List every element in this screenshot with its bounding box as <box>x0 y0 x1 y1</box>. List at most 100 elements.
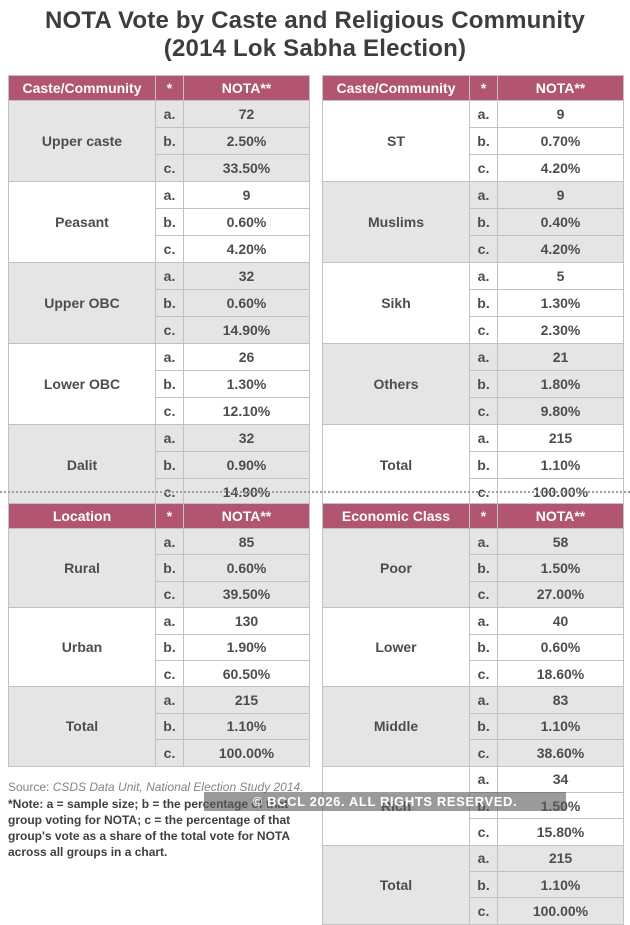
column-header-0: Caste/Community <box>322 75 470 101</box>
value-cell: 2.50% <box>183 127 310 155</box>
row-letter-cell: a. <box>155 424 184 452</box>
title-line-2: (2014 Lok Sabha Election) <box>163 35 467 62</box>
value-cell: 85 <box>183 527 310 556</box>
table-location: Location * NOTA** Rural a. 85 b. 0.60% c. 39.50% U… <box>8 503 310 767</box>
group-label-cell: Muslims <box>322 181 470 263</box>
value-cell: 0.70% <box>497 127 624 155</box>
table-row: b. 0.60% <box>323 633 624 661</box>
row-letter-cell: c. <box>155 580 184 609</box>
value-cell: 18.60% <box>497 659 624 688</box>
table-caste-community-right: Caste/Community * NOTA** ST a. 9 b. 0.70% c. 4.20… <box>322 75 624 506</box>
row-letter-cell: a. <box>155 686 184 714</box>
table-row: b. 1.10% <box>323 871 624 899</box>
group-label-cell: Middle <box>322 686 470 767</box>
table-row: Poor a. 58 <box>322 527 624 609</box>
table-row: c. 27.00% <box>323 580 624 609</box>
table-row: Dalit a. 32 <box>8 424 310 506</box>
page-title: NOTA Vote by Caste and Religious Communi… <box>0 7 630 63</box>
table-row: Total a. 215 <box>8 686 310 767</box>
value-cell: 1.30% <box>183 370 310 398</box>
group-label-cell: Poor <box>322 527 470 609</box>
table-row: c. 38.60% <box>323 739 624 767</box>
value-cell: 38.60% <box>497 739 624 767</box>
table-row: b. 1.10% <box>323 451 624 479</box>
row-letter-cell: b. <box>469 871 498 899</box>
value-cell: 12.10% <box>183 397 310 425</box>
row-letter-cell: c. <box>469 739 498 767</box>
watermark-text: © BCCL 2026. ALL RIGHTS RESERVED. <box>252 794 518 809</box>
table-row: c. 12.10% <box>9 397 310 425</box>
value-cell: 4.20% <box>497 154 624 182</box>
row-letter-cell: a. <box>469 181 498 209</box>
value-cell: 100.00% <box>183 739 310 767</box>
column-header-2: NOTA** <box>183 503 310 529</box>
table-row: Sikh a. 5 <box>322 262 624 344</box>
row-letter-cell: b. <box>155 633 184 661</box>
table-row: b. 0.40% <box>323 208 624 236</box>
row-letter-cell: a. <box>469 424 498 452</box>
table-row: Peasant a. 9 <box>8 181 310 263</box>
group-label-cell: Total <box>322 424 470 506</box>
table-row: Lower a. 40 <box>322 607 624 688</box>
row-letter-cell: a. <box>155 527 184 556</box>
row-letter-cell: b. <box>155 451 184 479</box>
row-letter-cell: c. <box>469 659 498 688</box>
row-letter-cell: a. <box>155 262 184 290</box>
value-cell: 1.90% <box>183 633 310 661</box>
row-letter-cell: a. <box>469 607 498 635</box>
group-label-cell: Upper OBC <box>8 262 156 344</box>
value-cell: 215 <box>497 424 624 452</box>
table-row: c. 14.90% <box>9 316 310 344</box>
row-letter-cell: b. <box>155 127 184 155</box>
row-letter-cell: b. <box>469 633 498 661</box>
table-row: c. 60.50% <box>9 659 310 688</box>
row-letter-cell: b. <box>469 127 498 155</box>
value-cell: 9.80% <box>497 397 624 425</box>
table-row: Richa.34 <box>322 765 624 846</box>
value-cell: 0.40% <box>497 208 624 236</box>
table-row: c. 9.80% <box>323 397 624 425</box>
table-economic-class: Economic Class * NOTA** Poor a. 58 b. 1.50% c. 27… <box>322 503 624 925</box>
value-cell: 34 <box>497 765 624 793</box>
value-cell: 58 <box>497 527 624 556</box>
value-cell: 215 <box>183 686 310 714</box>
value-cell: 2.30% <box>497 316 624 344</box>
value-cell: 15.80% <box>497 818 624 846</box>
row-letter-cell: c. <box>155 659 184 688</box>
group-label-cell: Sikh <box>322 262 470 344</box>
group-label-cell: Others <box>322 343 470 425</box>
value-cell: 1.10% <box>497 871 624 899</box>
value-cell: 100.00% <box>497 897 624 925</box>
group-label-cell: Total <box>8 686 156 767</box>
value-cell: 9 <box>183 181 310 209</box>
value-cell: 1.10% <box>497 712 624 741</box>
group-label-cell: Urban <box>8 607 156 688</box>
row-letter-cell: a. <box>469 686 498 714</box>
table-row: c. 4.20% <box>323 154 624 182</box>
table-row: Urban a. 130 <box>8 607 310 688</box>
group-label-cell: Total <box>322 844 470 925</box>
value-cell: 0.60% <box>183 208 310 236</box>
title-line-1: NOTA Vote by Caste and Religious Communi… <box>44 7 585 34</box>
group-label-cell: Lower OBC <box>8 343 156 425</box>
table-row: b. 1.10% <box>9 712 310 741</box>
table-row: c. 4.20% <box>323 235 624 263</box>
value-cell: 130 <box>183 607 310 635</box>
value-cell: 32 <box>183 424 310 452</box>
watermark-bar: © BCCL 2026. ALL RIGHTS RESERVED. <box>204 792 566 811</box>
row-letter-cell: b. <box>155 289 184 317</box>
value-cell: 5 <box>497 262 624 290</box>
row-letter-cell: c. <box>469 235 498 263</box>
value-cell: 26 <box>183 343 310 371</box>
table-row: b. 0.60% <box>9 554 310 582</box>
source-text: CSDS Data Unit, National Election Study … <box>52 780 304 794</box>
row-letter-cell: a. <box>155 181 184 209</box>
row-letter-cell: c. <box>469 580 498 609</box>
value-cell: 72 <box>183 100 310 128</box>
row-letter-cell: c. <box>155 739 184 767</box>
column-header-1: * <box>469 75 498 101</box>
row-letter-cell: c. <box>155 316 184 344</box>
value-cell: 0.60% <box>183 554 310 582</box>
table-row: ST a. 9 <box>322 100 624 182</box>
table-caste-community-left: Caste/Community * NOTA** Upper caste a. 72 b. 2… <box>8 75 310 506</box>
